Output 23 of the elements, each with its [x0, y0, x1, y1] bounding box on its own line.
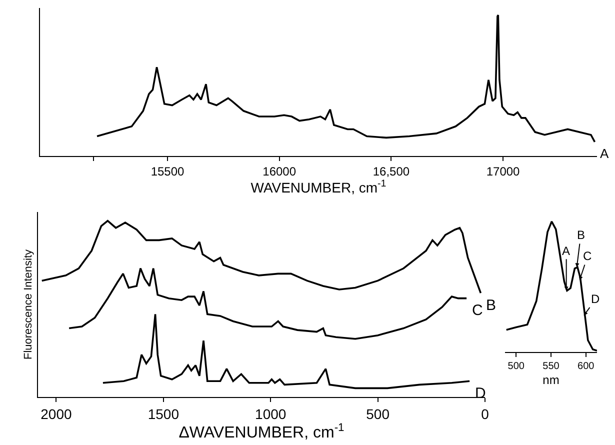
- y-axis-title: Fluorescence Intensity: [22, 248, 35, 360]
- annotation: C: [583, 249, 592, 263]
- x-tick-label: 500: [508, 361, 525, 372]
- annotation: A: [562, 244, 570, 258]
- x-tick-label: 600: [578, 361, 595, 372]
- x-axis-title: WAVENUMBER, cm$^{-1}$: [250, 178, 386, 196]
- x-tick-label: 2000: [40, 406, 72, 422]
- x-tick-label: 16,500: [372, 164, 410, 179]
- x-tick-label: 550: [542, 361, 560, 372]
- x-tick-label: 16000: [262, 164, 296, 179]
- series-label: C: [472, 302, 483, 319]
- x-tick-label: 0: [481, 406, 490, 422]
- x-tick-label: 1000: [255, 406, 286, 422]
- x-axis-title: nm: [542, 373, 560, 387]
- x-tick-label: 500: [366, 406, 390, 422]
- x-axis-title: ΔWAVENUMBER, cm$^{-1}$: [178, 422, 344, 442]
- x-tick-label: 17000: [486, 164, 520, 179]
- x-tick-label: 15500: [150, 164, 185, 179]
- series-label: A: [600, 146, 609, 161]
- series-label: B: [486, 297, 496, 314]
- annotation: D: [591, 292, 600, 306]
- annotation: B: [577, 228, 586, 242]
- x-tick-label: 1500: [148, 406, 180, 422]
